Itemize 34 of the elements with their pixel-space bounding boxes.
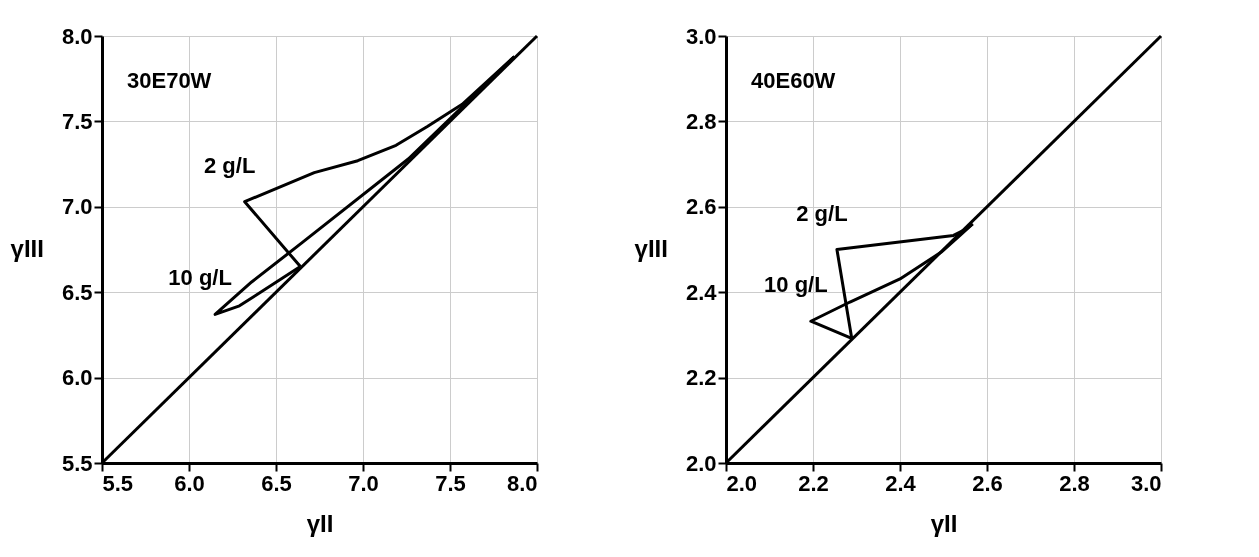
- series-label: 10 g/L: [764, 272, 828, 298]
- x-tick-label: 6.0: [174, 470, 205, 496]
- y-tick-label: 2.0: [685, 450, 717, 476]
- text: 40E60W: [751, 68, 836, 93]
- y-axis-title: γIII: [634, 235, 668, 262]
- series-label: 2 g/L: [204, 152, 256, 178]
- x-tick-label: 2.4: [885, 470, 917, 496]
- y-tick-label: 2.4: [685, 279, 718, 305]
- series-label: 10 g/L: [168, 265, 232, 291]
- y-tick-label: 2.8: [685, 108, 717, 134]
- x-axis-title: γII: [930, 509, 958, 537]
- x-tick-label: 5.5: [102, 470, 134, 496]
- x-tick-label: 2.8: [1059, 470, 1090, 496]
- x-tick-label: 6.5: [261, 470, 292, 496]
- y-tick-label: 2.2: [685, 365, 717, 391]
- x-tick-label: 7.5: [435, 470, 466, 496]
- y-tick-label: 6.0: [61, 365, 93, 391]
- y-axis-title: γIII: [10, 235, 44, 262]
- y-tick-label: 7.5: [61, 108, 93, 134]
- y-tick-label: 7.0: [61, 194, 93, 220]
- x-axis-title: γII: [306, 509, 334, 537]
- y-tick-label: 5.5: [61, 450, 93, 476]
- x-tick-label: 8.0: [506, 470, 538, 496]
- x-tick-label: 2.2: [798, 470, 829, 496]
- x-tick-label: 2.6: [972, 470, 1003, 496]
- series-label: 2 g/L: [796, 200, 848, 226]
- y-tick-label: 3.0: [685, 23, 717, 49]
- y-tick-label: 8.0: [61, 23, 93, 49]
- text: 30E70W: [127, 68, 212, 93]
- y-tick-label: 2.6: [685, 194, 717, 220]
- x-tick-label: 7.0: [348, 470, 379, 496]
- x-tick-label: 2.0: [726, 470, 758, 496]
- x-tick-label: 3.0: [1130, 470, 1162, 496]
- y-tick-label: 6.5: [61, 279, 93, 305]
